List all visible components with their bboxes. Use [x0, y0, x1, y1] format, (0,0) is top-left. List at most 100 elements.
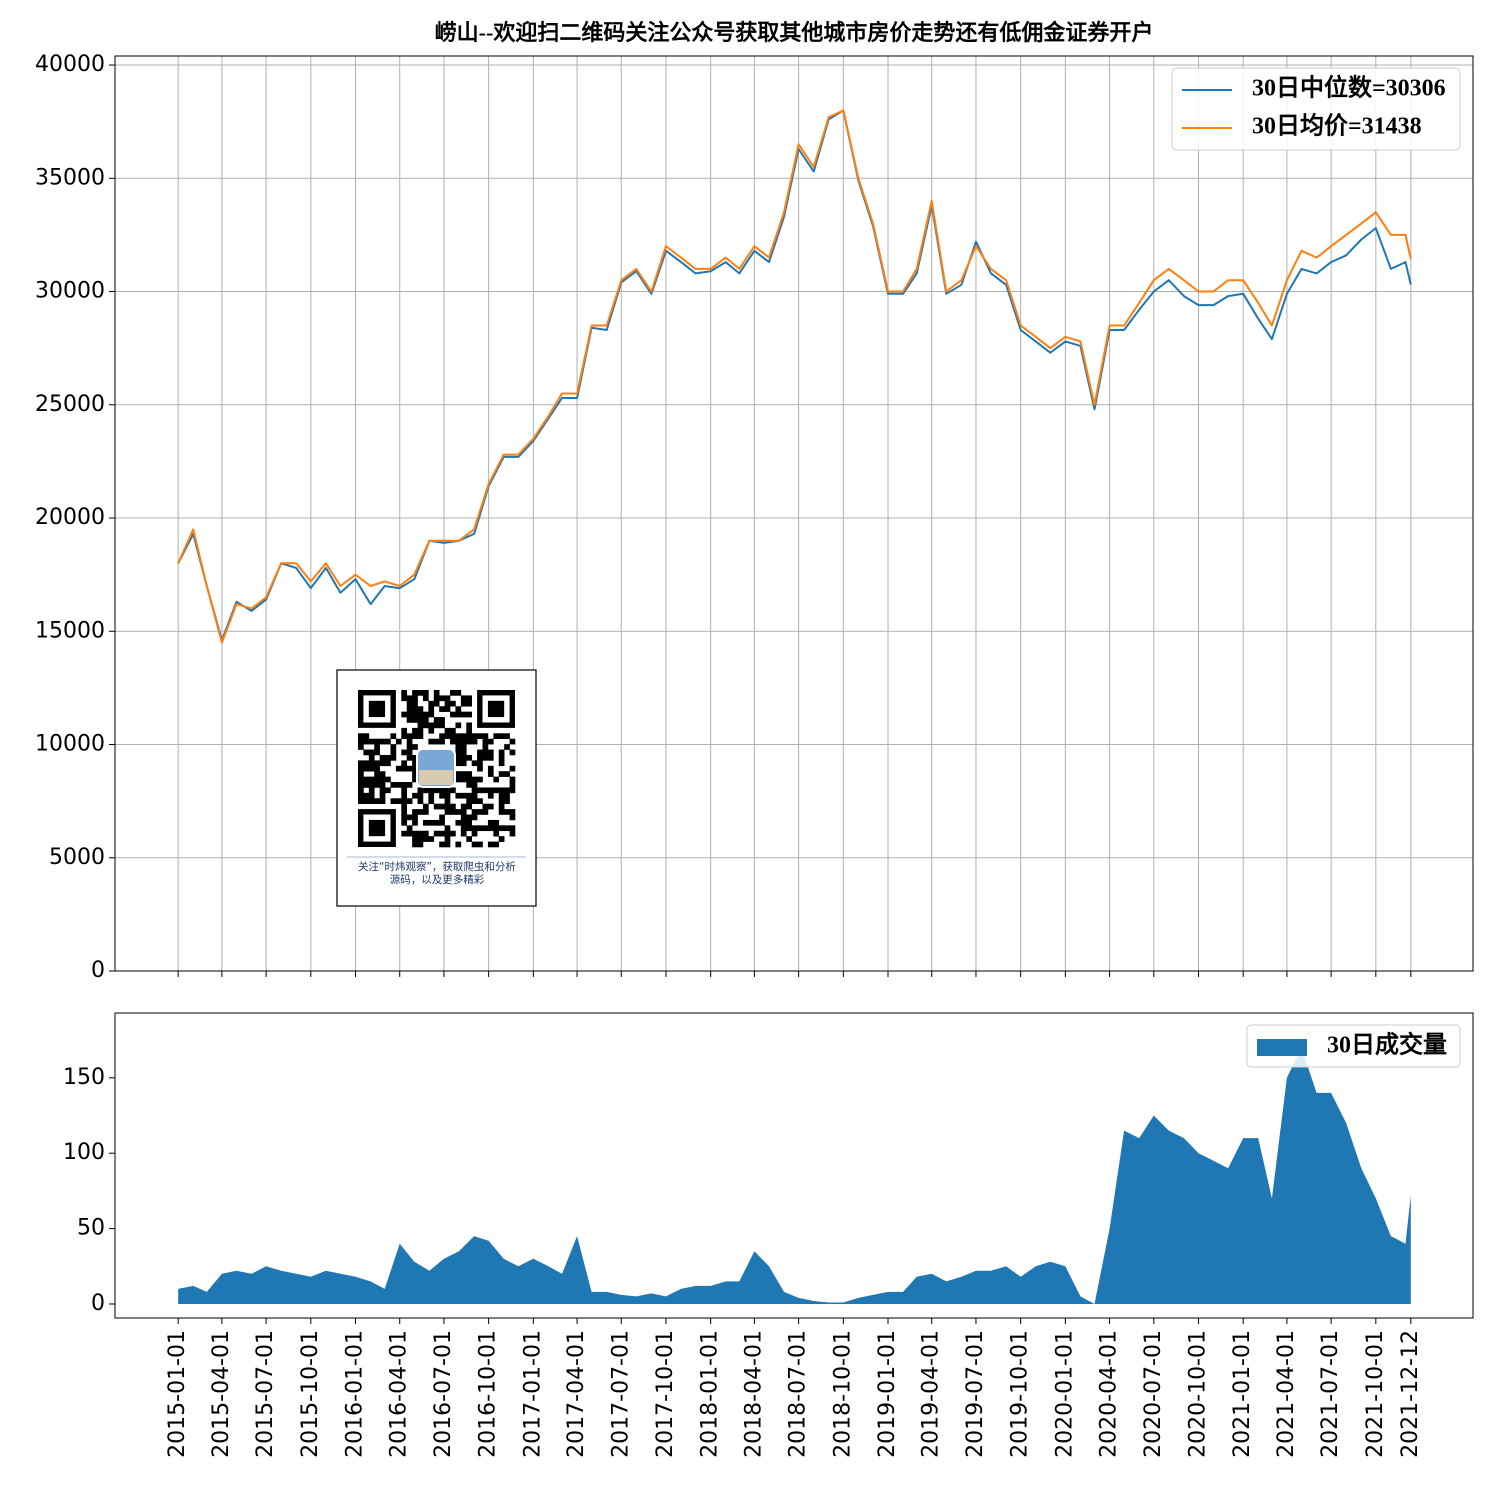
qr-module: [433, 819, 440, 826]
qr-module: [379, 798, 386, 804]
qr-module: [379, 771, 386, 777]
qr-module: [433, 803, 440, 810]
qr-module: [460, 695, 467, 702]
qr-module: [363, 738, 370, 745]
qr-module: [455, 744, 462, 750]
qr-module: [477, 809, 483, 815]
qr-module: [406, 782, 413, 788]
x-tick-label: 2020-01-01: [1052, 1330, 1077, 1458]
qr-module: [504, 733, 510, 740]
qr-module: [477, 825, 483, 832]
qr-module: [385, 754, 391, 761]
qr-module: [498, 792, 505, 799]
qr-module: [412, 776, 418, 783]
qr-module: [493, 787, 500, 794]
qr-module: [395, 798, 402, 804]
qr-module: [433, 717, 440, 723]
y-tick-label: 100: [63, 1140, 105, 1165]
qr-module: [433, 738, 440, 745]
x-tick-label: 2021-04-01: [1274, 1330, 1299, 1458]
qr-module: [466, 819, 472, 826]
qr-module: [460, 760, 467, 767]
qr-finder: [358, 809, 396, 848]
qr-module: [509, 749, 516, 756]
qr-module: [460, 830, 467, 837]
qr-module: [433, 700, 440, 707]
qr-module: [412, 760, 418, 767]
qr-module: [477, 776, 483, 783]
qr-module: [401, 798, 408, 804]
qr-module: [444, 803, 451, 810]
qr-module: [482, 809, 489, 815]
qr-module: [466, 836, 472, 842]
qr-module: [390, 754, 397, 761]
qr-module: [498, 760, 505, 767]
qr-module: [487, 792, 494, 799]
qr-module: [417, 722, 424, 729]
qr-module: [466, 700, 472, 707]
qr-module: [358, 771, 364, 777]
qr-module: [477, 749, 483, 756]
qr-module: [487, 749, 494, 756]
qr-module: [385, 787, 391, 794]
qr-module: [406, 814, 413, 821]
qr-module: [444, 733, 451, 740]
x-tick-label: 2017-04-01: [564, 1330, 589, 1458]
qr-module: [444, 695, 451, 702]
qr-module: [401, 819, 408, 826]
qr-module: [477, 798, 483, 804]
qr-module: [504, 809, 510, 815]
qr-module: [482, 733, 489, 740]
qr-module: [406, 830, 413, 837]
qr-module: [509, 814, 516, 821]
qr-module: [509, 787, 516, 794]
qr-module: [401, 792, 408, 799]
qr-module: [509, 776, 516, 783]
qr-module: [450, 690, 456, 696]
qr-module: [417, 798, 424, 804]
x-tick-label: 2021-07-01: [1318, 1330, 1343, 1458]
qr-module: [498, 836, 505, 842]
qr-module: [509, 765, 516, 772]
qr-caption: 关注“时炜观察”，获取爬虫和分析: [358, 860, 516, 873]
qr-module: [406, 700, 413, 707]
y-tick-label: 0: [91, 1291, 105, 1316]
qr-module: [487, 819, 494, 826]
qr-caption: 源码，以及更多精彩: [390, 873, 485, 886]
qr-module: [417, 841, 424, 848]
qr-module: [444, 706, 451, 712]
qr-module: [385, 760, 391, 767]
qr-module: [428, 727, 435, 734]
qr-module: [374, 744, 380, 750]
qr-module: [471, 733, 478, 740]
qr-module: [417, 830, 424, 837]
qr-module: [428, 836, 435, 842]
axes-frame: [114, 1012, 1474, 1319]
qr-module: [444, 825, 451, 832]
qr-module: [439, 814, 445, 821]
qr-module: [471, 787, 478, 794]
qr-module: [433, 787, 440, 794]
qr-module: [487, 841, 494, 848]
qr-module: [422, 711, 429, 718]
qr-module: [417, 690, 424, 696]
qr-module: [412, 836, 418, 842]
qr-module: [379, 776, 386, 783]
qr-module: [401, 787, 408, 794]
qr-module: [439, 819, 445, 826]
qr-module: [482, 738, 489, 745]
qr-module: [374, 798, 380, 804]
qr-module: [439, 787, 445, 794]
qr-module: [368, 782, 375, 788]
qr-module: [401, 760, 408, 767]
qr-module: [433, 695, 440, 702]
qr-module: [477, 841, 483, 848]
qr-module: [444, 841, 451, 848]
qr-module: [406, 711, 413, 718]
qr-module: [504, 771, 510, 777]
qr-module: [412, 819, 418, 826]
qr-module: [368, 738, 375, 745]
qr-module: [450, 803, 456, 810]
qr-module: [363, 776, 370, 783]
